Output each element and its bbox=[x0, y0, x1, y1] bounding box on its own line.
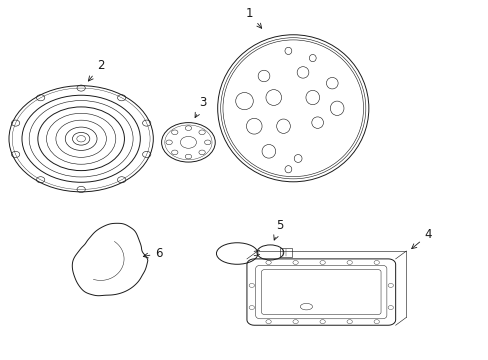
Text: 4: 4 bbox=[411, 228, 431, 249]
Bar bbox=[280, 248, 292, 257]
Text: 1: 1 bbox=[245, 7, 261, 28]
Text: 3: 3 bbox=[195, 96, 206, 118]
Text: 2: 2 bbox=[88, 59, 104, 81]
Text: 6: 6 bbox=[143, 247, 163, 260]
Text: 5: 5 bbox=[273, 219, 283, 240]
